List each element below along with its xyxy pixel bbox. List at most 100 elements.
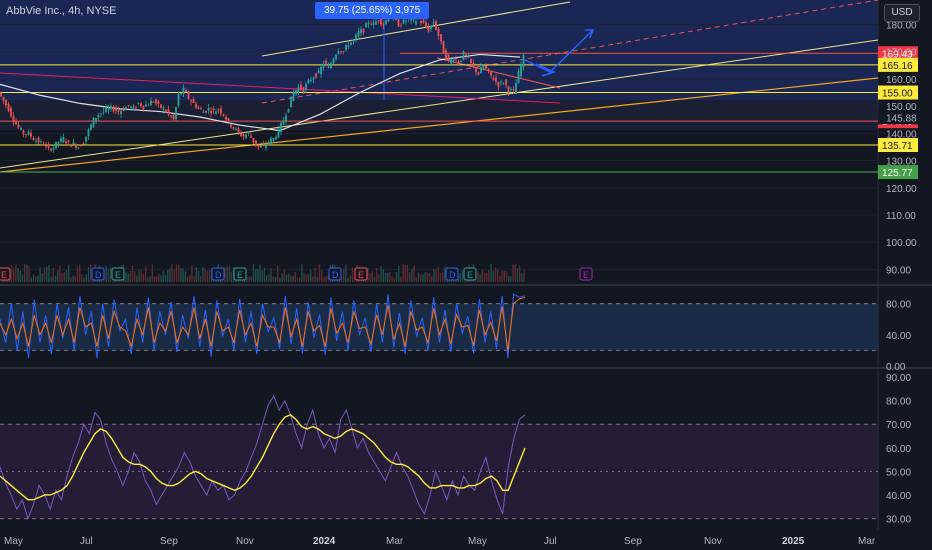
- level-price-label: 125.77: [882, 168, 913, 179]
- volume-bar: [263, 267, 266, 282]
- level-price-tag: [878, 85, 918, 100]
- candle-body: [97, 114, 100, 118]
- volume-bar: [486, 273, 488, 282]
- candle-body: [502, 83, 505, 84]
- volume-bar: [488, 270, 490, 282]
- volume-bar: [521, 272, 523, 282]
- candle-body: [282, 120, 285, 125]
- level-price-tag: [878, 138, 918, 153]
- candle-body: [245, 134, 247, 139]
- candle-body: [142, 105, 145, 109]
- volume-bar: [107, 269, 109, 282]
- candle-body: [272, 138, 275, 141]
- price-tick-label: 120.00: [886, 184, 917, 195]
- volume-bar: [145, 266, 147, 282]
- event-marker-label: D: [449, 270, 456, 280]
- volume-bar: [63, 272, 65, 282]
- volume-bar: [151, 264, 153, 282]
- volume-bar: [136, 275, 138, 282]
- candle-body: [262, 144, 265, 146]
- candle-body: [322, 63, 325, 68]
- candle-body: [297, 86, 300, 93]
- volume-bar: [83, 277, 85, 282]
- volume-bar: [514, 264, 516, 282]
- volume-bar: [138, 269, 140, 282]
- volume-bar: [184, 271, 186, 282]
- time-tick-label: May: [4, 536, 23, 547]
- candle-body: [510, 89, 512, 91]
- event-marker-label: E: [1, 270, 7, 280]
- candle-body: [432, 22, 435, 24]
- volume-bar: [501, 270, 503, 282]
- candle-body: [250, 135, 252, 138]
- candle-body: [517, 71, 520, 84]
- candle-body: [132, 106, 135, 109]
- candle-body: [515, 82, 517, 94]
- candle-body: [17, 124, 20, 128]
- volume-bar: [327, 275, 329, 282]
- candle-body: [215, 111, 217, 115]
- volume-bar: [411, 268, 413, 282]
- volume-bar: [250, 276, 252, 282]
- event-marker-label: D: [215, 270, 222, 280]
- candle-body: [347, 45, 350, 47]
- volume-bar: [200, 276, 202, 282]
- volume-bar: [252, 264, 255, 282]
- candle-body: [342, 51, 345, 53]
- volume-bar: [268, 274, 270, 282]
- volume-bar: [142, 274, 145, 282]
- volume-bar: [270, 268, 272, 282]
- candle-body: [472, 62, 475, 67]
- candle-body: [285, 115, 287, 122]
- volume-bar: [41, 273, 43, 282]
- candle-body: [470, 58, 472, 64]
- volume-bar: [505, 271, 508, 282]
- volume-bar: [206, 271, 208, 282]
- volume-bar: [516, 268, 519, 282]
- candle-body: [220, 108, 222, 114]
- volume-bar: [307, 273, 310, 282]
- volume-bar: [299, 277, 301, 282]
- volume-bar: [384, 272, 387, 282]
- candle-body: [290, 96, 292, 108]
- candle-body: [265, 144, 267, 149]
- volume-bar: [510, 276, 512, 282]
- volume-bar: [255, 269, 257, 282]
- volume-bar: [167, 269, 169, 282]
- volume-bar: [129, 270, 131, 282]
- candle-body: [35, 140, 37, 142]
- volume-bar: [325, 275, 327, 282]
- candle-body: [147, 104, 150, 106]
- level-price-label: 165.16: [882, 61, 913, 72]
- rsi-tick-label: 40.00: [886, 491, 911, 502]
- event-marker-label: E: [467, 270, 473, 280]
- volume-bar: [61, 272, 63, 282]
- candle-body: [75, 144, 77, 149]
- candle-body: [482, 65, 485, 70]
- volume-bar: [259, 265, 261, 282]
- event-marker: [579, 267, 593, 281]
- candle-body: [95, 118, 97, 122]
- candle-body: [382, 23, 385, 26]
- candle-body: [87, 129, 90, 137]
- pullback-line: [436, 57, 561, 89]
- candle-body: [37, 137, 40, 143]
- candle-body: [295, 89, 297, 94]
- time-tick-label: 2025: [782, 536, 805, 547]
- volume-bar: [424, 272, 426, 282]
- candle-body: [475, 67, 477, 73]
- volume-bar: [173, 268, 175, 282]
- currency-button[interactable]: USD: [884, 4, 920, 22]
- candle-body: [102, 111, 105, 113]
- candle-body: [235, 128, 237, 130]
- volume-bar: [371, 271, 373, 282]
- volume-bar: [435, 269, 437, 282]
- volume-bar: [50, 276, 52, 282]
- event-marker: [354, 267, 368, 281]
- volume-bar: [294, 271, 296, 282]
- candle-body: [55, 141, 57, 149]
- candle-body: [207, 107, 210, 111]
- candle-body: [227, 118, 230, 121]
- channel-line-lower: [0, 39, 879, 169]
